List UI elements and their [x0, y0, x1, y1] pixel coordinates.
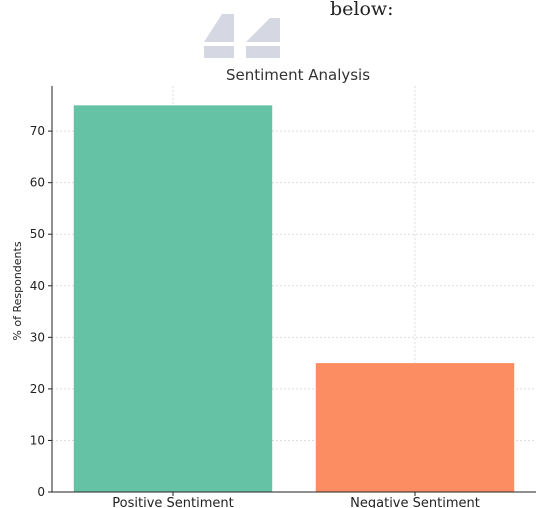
y-tick-label: 40 [30, 279, 45, 293]
cropped-caption-text: below: [330, 0, 394, 20]
x-tick-label: Positive Sentiment [112, 496, 233, 508]
y-tick-label: 10 [30, 433, 45, 447]
y-tick-label: 30 [30, 330, 45, 344]
y-tick-label: 60 [30, 176, 45, 190]
y-tick-label: 50 [30, 227, 45, 241]
bar-positive-sentiment [73, 105, 273, 492]
bar-negative-sentiment [315, 363, 515, 492]
y-axis-title: % of Respondents [11, 241, 24, 340]
chart-title: Sentiment Analysis [226, 66, 370, 84]
bars-group [73, 105, 515, 492]
y-tick-label: 70 [30, 124, 45, 138]
sailboat-logo-icon [204, 14, 280, 58]
axes [51, 86, 536, 493]
tick-labels: 0 10 20 30 40 50 60 70 Positive Sentiment Negativ… [30, 124, 480, 508]
y-tick-label: 20 [30, 382, 45, 396]
x-tick-label: Negative Sentiment [350, 496, 480, 508]
y-tick-label: 0 [37, 485, 45, 499]
